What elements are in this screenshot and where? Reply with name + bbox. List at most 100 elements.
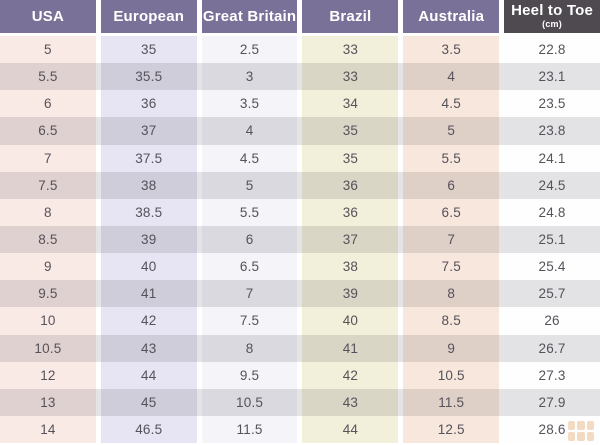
header-brazil: Brazil — [302, 0, 399, 33]
cell-great-britain: 8 — [201, 334, 298, 362]
header-heel-to-toe: Heel to Toe (cm) — [504, 0, 600, 33]
table-row: 6 36 3.5 34 4.5 23.5 — [0, 90, 600, 118]
cell-great-britain: 11.5 — [201, 415, 298, 444]
cell-great-britain: 4 — [201, 117, 298, 145]
cell-heel-to-toe: 25.7 — [504, 280, 600, 308]
cell-australia: 12.5 — [403, 415, 500, 444]
cell-heel-to-toe: 23.5 — [504, 90, 600, 118]
cell-heel-to-toe: 24.8 — [504, 198, 600, 226]
header-european-label: European — [113, 7, 185, 25]
cell-great-britain: 7 — [201, 280, 298, 308]
cell-great-britain: 3.5 — [201, 90, 298, 118]
cell-great-britain: 3 — [201, 63, 298, 91]
cell-great-britain: 5 — [201, 171, 298, 199]
cell-great-britain: 4.5 — [201, 144, 298, 172]
cell-european: 41 — [100, 280, 197, 308]
table-row: 12 44 9.5 42 10.5 27.3 — [0, 361, 600, 389]
cell-european: 43 — [100, 334, 197, 362]
cell-usa: 7 — [0, 144, 96, 172]
table-row: 5.5 35.5 3 33 4 23.1 — [0, 63, 600, 91]
cell-heel-to-toe: 28.6 — [504, 415, 600, 444]
cell-european: 44 — [100, 361, 197, 389]
cell-heel-to-toe: 23.1 — [504, 63, 600, 91]
cell-european: 36 — [100, 90, 197, 118]
header-heel-to-toe-unit: (cm) — [542, 19, 562, 30]
cell-heel-to-toe: 27.3 — [504, 361, 600, 389]
cell-brazil: 36 — [302, 171, 399, 199]
cell-brazil: 42 — [302, 361, 399, 389]
table-row: 14 46.5 11.5 44 12.5 28.6 — [0, 415, 600, 444]
table-row: 13 45 10.5 43 11.5 27.9 — [0, 388, 600, 417]
cell-heel-to-toe: 24.1 — [504, 144, 600, 172]
header-australia: Australia — [403, 0, 500, 33]
cell-usa: 14 — [0, 415, 96, 444]
cell-usa: 10 — [0, 307, 96, 335]
cell-brazil: 33 — [302, 63, 399, 91]
cell-usa: 8.5 — [0, 225, 96, 254]
table-row: 9.5 41 7 39 8 25.7 — [0, 280, 600, 308]
cell-australia: 11.5 — [403, 388, 500, 416]
header-european: European — [100, 0, 197, 33]
cell-brazil: 41 — [302, 334, 399, 362]
cell-heel-to-toe: 22.8 — [504, 36, 600, 64]
table-header-row: USA European Great Britain Brazil Austra… — [0, 0, 600, 33]
cell-australia: 7 — [403, 225, 500, 254]
table-row: 5 35 2.5 33 3.5 22.8 — [0, 36, 600, 64]
cell-australia: 10.5 — [403, 361, 500, 389]
cell-australia: 6.5 — [403, 198, 500, 226]
cell-usa: 5 — [0, 36, 96, 64]
cell-european: 42 — [100, 307, 197, 335]
header-great-britain: Great Britain — [201, 0, 298, 33]
cell-heel-to-toe: 23.8 — [504, 117, 600, 145]
cell-european: 37 — [100, 117, 197, 145]
cell-usa: 8 — [0, 198, 96, 226]
table-row: 7.5 38 5 36 6 24.5 — [0, 171, 600, 199]
cell-brazil: 39 — [302, 280, 399, 308]
cell-usa: 9.5 — [0, 280, 96, 308]
cell-brazil: 38 — [302, 253, 399, 281]
cell-heel-to-toe: 24.5 — [504, 171, 600, 199]
cell-brazil: 44 — [302, 415, 399, 444]
cell-european: 38 — [100, 171, 197, 199]
cell-australia: 6 — [403, 171, 500, 199]
cell-heel-to-toe: 25.1 — [504, 225, 600, 254]
cell-heel-to-toe: 26.7 — [504, 334, 600, 362]
cell-brazil: 37 — [302, 225, 399, 254]
header-usa: USA — [0, 0, 96, 33]
cell-australia: 4.5 — [403, 90, 500, 118]
table-row: 10 42 7.5 40 8.5 26 — [0, 307, 600, 335]
cell-great-britain: 6.5 — [201, 253, 298, 281]
cell-heel-to-toe: 27.9 — [504, 388, 600, 416]
cell-australia: 8.5 — [403, 307, 500, 335]
cell-european: 45 — [100, 388, 197, 416]
table-row: 8.5 39 6 37 7 25.1 — [0, 225, 600, 254]
cell-usa: 6.5 — [0, 117, 96, 145]
cell-european: 46.5 — [100, 415, 197, 444]
cell-australia: 4 — [403, 63, 500, 91]
cell-australia: 9 — [403, 334, 500, 362]
cell-brazil: 40 — [302, 307, 399, 335]
cell-european: 37.5 — [100, 144, 197, 172]
header-heel-to-toe-label: Heel to Toe — [511, 2, 594, 20]
cell-brazil: 36 — [302, 198, 399, 226]
header-brazil-label: Brazil — [329, 7, 372, 25]
cell-australia: 5 — [403, 117, 500, 145]
cell-great-britain: 6 — [201, 225, 298, 254]
cell-australia: 7.5 — [403, 253, 500, 281]
cell-great-britain: 5.5 — [201, 198, 298, 226]
cell-usa: 9 — [0, 253, 96, 281]
cell-brazil: 35 — [302, 144, 399, 172]
header-australia-label: Australia — [418, 7, 485, 25]
cell-european: 38.5 — [100, 198, 197, 226]
cell-usa: 13 — [0, 388, 96, 416]
table-row: 10.5 43 8 41 9 26.7 — [0, 334, 600, 362]
header-usa-label: USA — [31, 7, 65, 25]
table-row: 9 40 6.5 38 7.5 25.4 — [0, 253, 600, 281]
cell-european: 39 — [100, 225, 197, 254]
cell-great-britain: 10.5 — [201, 388, 298, 416]
cell-australia: 3.5 — [403, 36, 500, 64]
cell-australia: 8 — [403, 280, 500, 308]
cell-brazil: 34 — [302, 90, 399, 118]
cell-brazil: 33 — [302, 36, 399, 64]
